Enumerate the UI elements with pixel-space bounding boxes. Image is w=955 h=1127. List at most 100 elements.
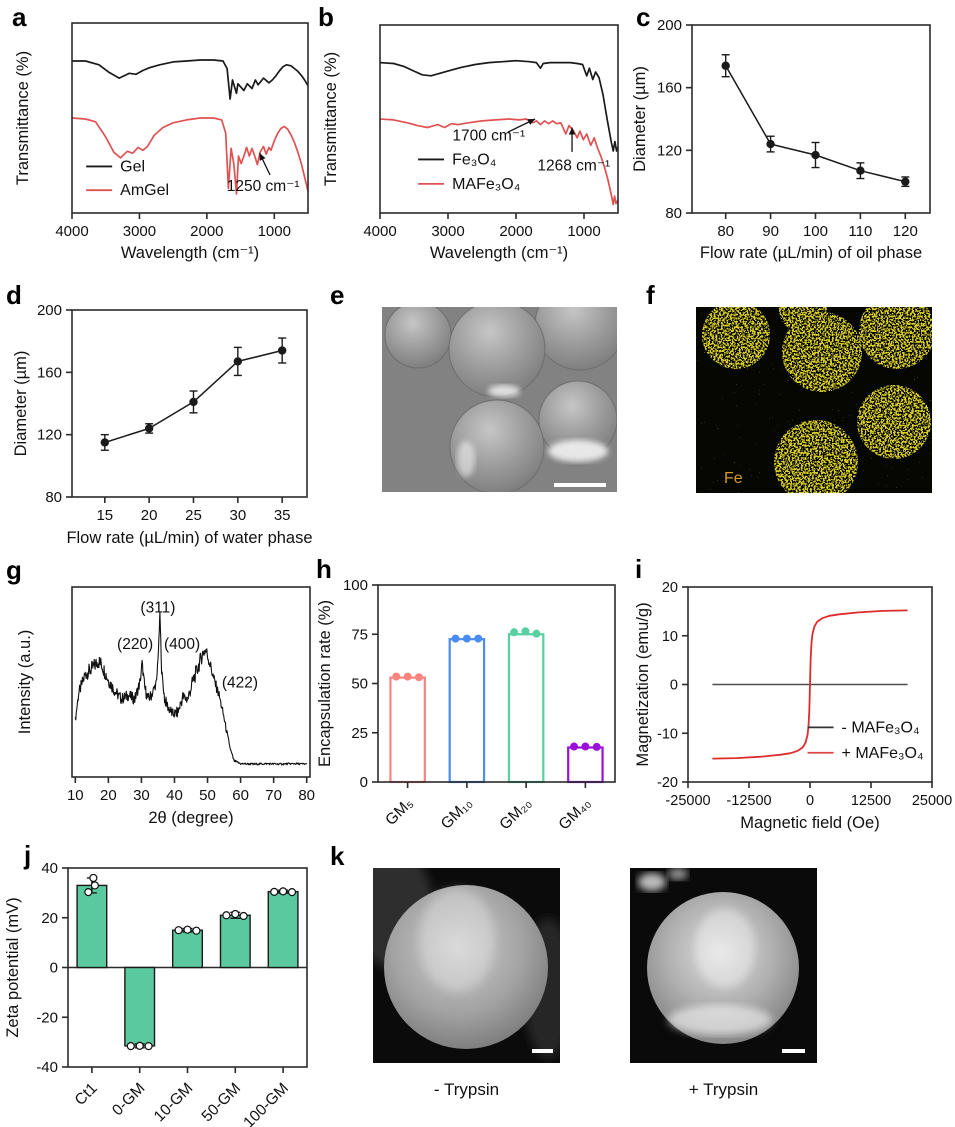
data-dot (84, 888, 93, 897)
y-axis-label: Transmittance (%) (322, 52, 340, 186)
series-Gel (72, 59, 309, 100)
fe-signal-spheres (702, 307, 932, 493)
data-dot (581, 742, 590, 751)
data-dot (521, 627, 530, 636)
x-tick-label: 25 (185, 507, 202, 524)
chart-diameter-water-flow: 80 120 160 200 15 20 25 30 35 Flow rate (µL/min) … (12, 302, 313, 547)
y-tick-label: -20 (657, 775, 678, 791)
x-tick-label: 60 (232, 787, 249, 804)
chart-diameter-oil-flow: 80 120 160 200 80 90 100 110 120 Flow rate (µL/mi… (631, 17, 931, 262)
panel-letter-e: e (330, 280, 345, 310)
x-tick-label: 80 (298, 787, 315, 804)
bar-GM₅ (389, 676, 426, 784)
panel-letter-g: g (6, 555, 22, 585)
data-dot (231, 909, 240, 919)
y-tick-label: 0 (670, 678, 678, 694)
y-axis-label: Magnetization (emu/g) (634, 602, 652, 766)
debris (638, 873, 666, 891)
x-axis-label: Wavelength (cm⁻¹) (430, 244, 568, 262)
plot-box (691, 24, 931, 214)
chart-encapsulation-rate: GM₅ GM₁₀ GM₂₀ GM₄₀ 0 25 50 75 100 Encapsulation r… (316, 577, 616, 834)
legend-label: MAFe₃O₄ (452, 176, 520, 193)
x-axis-label: Flow rate (µL/min) of water phase (66, 529, 312, 547)
data-point (144, 424, 154, 433)
y-tick-label: 200 (657, 17, 682, 34)
y-axis-label: Diameter (µm) (12, 351, 30, 457)
x-axis-label: Flow rate (µL/min) of oil phase (700, 244, 922, 262)
y-axis-label: Zeta potential (mV) (4, 897, 22, 1037)
x-tick-label: 0 (806, 793, 814, 809)
data-dot (592, 742, 601, 751)
x-category-label: GM₄₀ (556, 795, 595, 834)
y-tick-label: -10 (657, 726, 678, 742)
y-tick-label: 160 (657, 80, 682, 97)
panel-letter-b: b (318, 2, 334, 32)
scale-bar (782, 1049, 805, 1053)
x-category-label: 100-GM (240, 1080, 292, 1127)
plot-box (71, 309, 308, 498)
series-MAFe₃O₄ (379, 118, 619, 206)
data-dot (510, 628, 519, 637)
panel-letter-f: f (646, 280, 655, 310)
legend-label: Gel (120, 158, 145, 175)
y-tick-label: 200 (37, 302, 62, 319)
y-tick-label: 10 (662, 629, 678, 645)
annotation-text: (400) (164, 636, 200, 653)
data-dot (570, 742, 579, 751)
annotation-text: 1250 cm⁻¹ (227, 178, 300, 195)
y-axis-label: Encapsulation rate (%) (316, 600, 334, 767)
y-tick-label: 20 (662, 580, 678, 596)
specular-highlight (419, 888, 495, 992)
annotation-text: (311) (140, 600, 175, 617)
x-tick-label: 15 (96, 507, 113, 524)
x-tick-label: 30 (133, 787, 150, 804)
x-tick-label: 1000 (567, 223, 600, 240)
bar-GM₄₀ (567, 746, 604, 784)
bar-GM₁₀ (448, 638, 486, 784)
scale-bar (554, 483, 606, 487)
panel-letter-j: j (24, 840, 32, 870)
x-axis-label: 2θ (degree) (148, 809, 233, 827)
data-point (811, 150, 820, 160)
bar-Ct1 (76, 884, 108, 969)
caption-plus-trypsin: + Trypsin (688, 1080, 759, 1099)
chart-ftir-fe3o4: 4000 3000 2000 1000 Wavelength (cm⁻¹) Transmi… (322, 24, 619, 262)
data-dot (287, 888, 297, 897)
y-tick-label: 80 (665, 205, 682, 222)
y-tick-label: 120 (657, 142, 682, 159)
data-dot (126, 1042, 135, 1051)
x-tick-label: -25000 (665, 793, 710, 809)
x-tick-label: 110 (848, 223, 872, 240)
x-tick-label: 70 (265, 787, 282, 804)
x-tick-label: 80 (717, 223, 734, 240)
series-Fe₃O₄ (379, 59, 619, 152)
y-axis-label: Transmittance (%) (14, 51, 32, 185)
data-dot (414, 673, 423, 682)
y-tick-label: 160 (37, 364, 62, 381)
data-point (766, 139, 775, 149)
panel-letter-i: i (635, 554, 643, 584)
x-axis-label: Wavelength (cm⁻¹) (121, 244, 259, 262)
data-dot (89, 873, 98, 883)
x-category-label: GM₅ (382, 795, 416, 829)
plot-box (379, 24, 619, 214)
chart-xrd: 10 20 30 40 50 60 70 80 2θ (degree) Intensity (a.… (16, 586, 315, 827)
x-tick-label: -12500 (726, 793, 771, 809)
data-point (277, 346, 287, 355)
debris (668, 868, 688, 880)
bar-0-GM (124, 966, 156, 1047)
x-tick-label: 3000 (123, 223, 156, 240)
series-AmGel (71, 117, 309, 195)
panel-letter-a: a (12, 2, 27, 32)
panel-letter-d: d (6, 280, 22, 310)
x-tick-label: 10 (67, 787, 84, 804)
x-tick-label: 35 (274, 507, 291, 524)
bar-50-GM (219, 914, 251, 969)
x-tick-label: 2000 (499, 223, 532, 240)
data-dot (392, 672, 401, 681)
sem-image-microspheres (382, 307, 617, 492)
y-tick-label: 40 (41, 860, 58, 877)
data-dot (90, 881, 99, 890)
legend-label: - MAFe₃O₄ (842, 719, 920, 736)
